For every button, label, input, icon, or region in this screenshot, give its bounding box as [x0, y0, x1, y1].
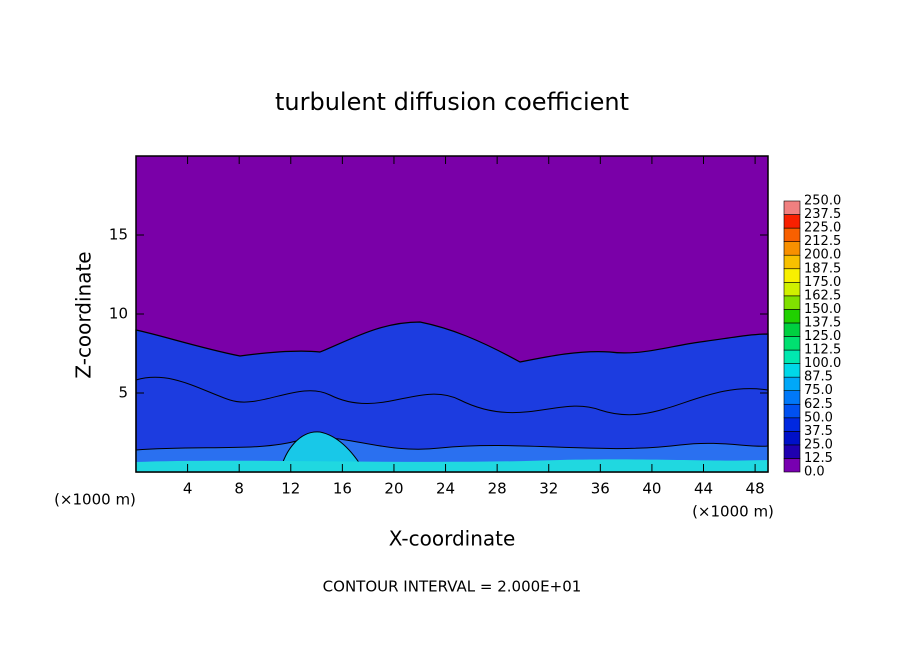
colorbar-label: 25.0	[804, 437, 833, 452]
colorbar-box	[783, 322, 801, 337]
colorbar-box	[783, 336, 801, 351]
colorbar-box	[783, 376, 801, 391]
colorbar-label: 250.0	[804, 194, 841, 209]
colorbar-label: 37.5	[804, 424, 833, 439]
colorbar-label: 0.0	[804, 465, 825, 480]
surface-region	[136, 459, 768, 472]
footnote: CONTOUR INTERVAL = 2.000E+01	[323, 578, 582, 596]
x-tick-label: 16	[333, 480, 352, 498]
colorbar-box	[783, 349, 801, 364]
colorbar-box	[783, 254, 801, 270]
colorbar-label: 237.5	[804, 207, 841, 222]
colorbar-box	[783, 417, 801, 432]
colorbar-label: 125.0	[804, 329, 841, 344]
colorbar-label: 150.0	[804, 302, 841, 317]
colorbar-box	[783, 458, 801, 473]
y-tick-label: 10	[109, 305, 128, 323]
colorbar-label: 12.5	[804, 451, 833, 466]
colorbar-label: 50.0	[804, 410, 833, 425]
y-tick-label: 15	[109, 226, 128, 244]
colorbar-label: 200.0	[804, 248, 841, 263]
colorbar-label: 187.5	[804, 261, 841, 276]
colorbar-label: 137.5	[804, 315, 841, 330]
colorbar-label: 100.0	[804, 356, 841, 371]
x-tick-label: 48	[746, 480, 765, 498]
x-unit-label: (×1000 m)	[692, 503, 774, 521]
colorbar-box	[783, 309, 801, 324]
colorbar-box	[783, 214, 801, 229]
x-tick-label: 36	[591, 480, 610, 498]
contour-line	[135, 376, 769, 416]
colorbar-box	[783, 227, 801, 242]
field	[135, 155, 769, 473]
x-tick-label: 24	[436, 480, 455, 498]
colorbar-label: 175.0	[804, 275, 841, 290]
colorbar-label: 62.5	[804, 397, 833, 412]
x-tick-label: 12	[281, 480, 300, 498]
x-tick-label: 44	[694, 480, 713, 498]
x-tick-label: 4	[183, 480, 193, 498]
chart-title: turbulent diffusion coefficient	[275, 88, 629, 116]
x-tick-label: 40	[642, 480, 661, 498]
colorbar-label: 87.5	[804, 370, 833, 385]
x-axis-label: X-coordinate	[389, 527, 516, 551]
x-tick-label: 32	[539, 480, 558, 498]
colorbar-box	[783, 295, 801, 310]
colorbar-box	[783, 200, 801, 215]
colorbar-box	[783, 444, 801, 459]
colorbar-box	[783, 268, 801, 283]
y-axis-label: Z-coordinate	[72, 251, 96, 378]
x-unit-label: (×1000 m)	[54, 491, 136, 509]
x-tick-label: 20	[384, 480, 403, 498]
colorbar-label: 225.0	[804, 221, 841, 236]
colorbar-box	[783, 363, 801, 378]
colorbar-label: 75.0	[804, 383, 833, 398]
y-tick-label: 5	[118, 384, 128, 402]
x-tick-label: 8	[234, 480, 244, 498]
colorbar-label: 212.5	[804, 234, 841, 249]
colorbar-label: 162.5	[804, 288, 841, 303]
colorbar-box	[783, 241, 801, 256]
colorbar-box	[783, 281, 801, 297]
colorbar-box	[783, 431, 801, 446]
x-tick-label: 28	[488, 480, 507, 498]
colorbar-label: 112.5	[804, 343, 841, 358]
colorbar-box	[783, 403, 801, 419]
colorbar-box	[783, 390, 801, 405]
